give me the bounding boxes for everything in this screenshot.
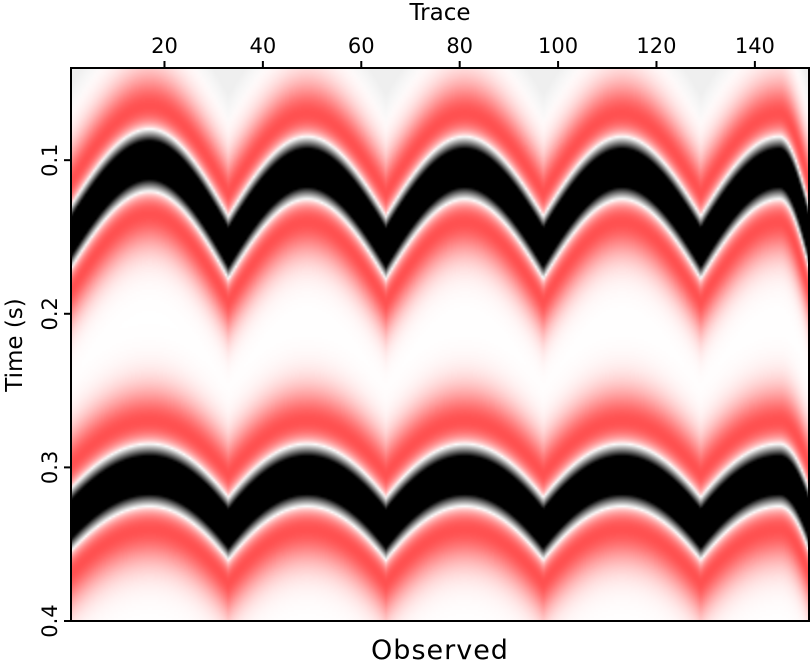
plot-frame (70, 67, 810, 622)
x-tick-label: 100 (538, 34, 578, 58)
x-tick-label: 120 (636, 34, 676, 58)
y-tick-label: 0.3 (38, 451, 62, 484)
x-tick-label: 80 (446, 34, 473, 58)
y-axis-ticks: 0.1 0.2 0.3 0.4 (38, 143, 71, 638)
x-tick-label: 40 (250, 34, 277, 58)
y-axis-label: Time (s) (2, 298, 28, 393)
y-tick-label: 0.4 (38, 604, 62, 637)
y-tick-label: 0.1 (38, 143, 62, 176)
x-tick-label: 140 (735, 34, 775, 58)
y-tick-label: 0.2 (38, 297, 62, 330)
x-tick-label: 60 (348, 34, 375, 58)
seismic-section-image (71, 68, 809, 621)
x-axis-label: Trace (408, 0, 470, 26)
figure-caption: Observed (371, 635, 509, 661)
x-axis-ticks: 20 40 60 80 100 120 140 (151, 34, 775, 68)
plot-area (71, 68, 809, 621)
x-tick-label: 20 (151, 34, 178, 58)
